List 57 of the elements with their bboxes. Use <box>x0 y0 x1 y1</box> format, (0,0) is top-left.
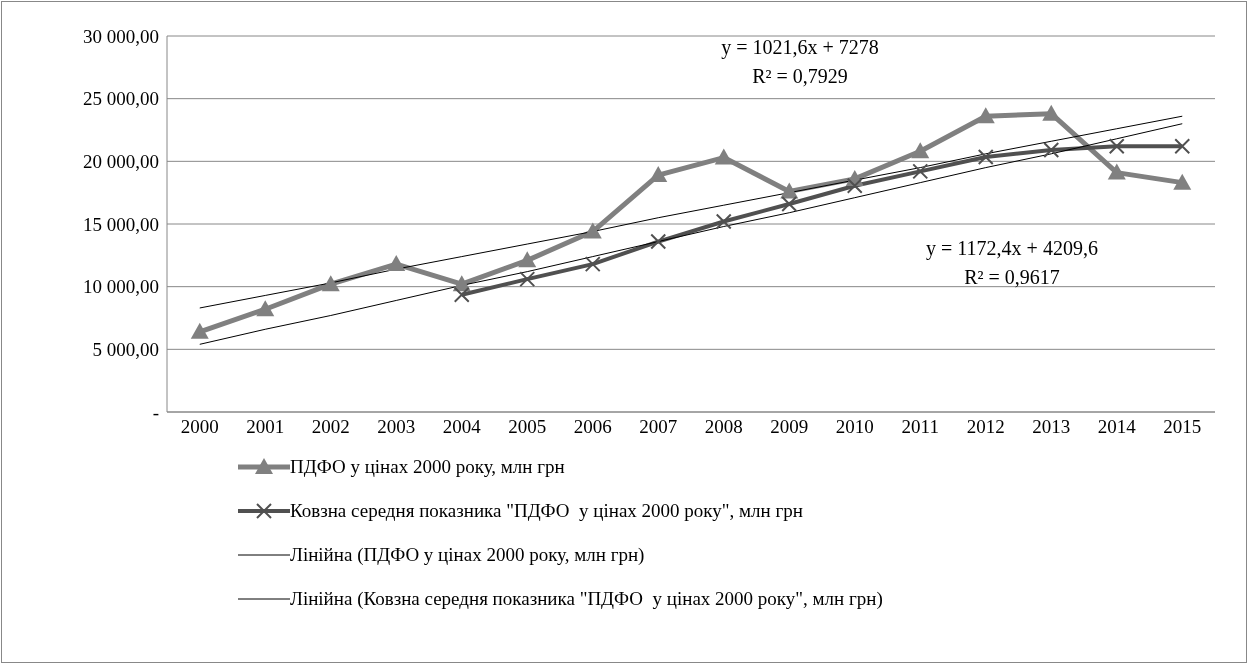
point <box>911 142 930 159</box>
y-tick-label: 5 000,00 <box>92 339 159 361</box>
point <box>256 300 275 317</box>
x-tick-label: 2000 <box>180 416 219 438</box>
point <box>387 255 406 272</box>
point <box>780 182 799 199</box>
point <box>977 148 994 165</box>
annotation: y = 1021,6x + 7278 <box>721 36 879 59</box>
point <box>714 148 733 165</box>
point <box>1174 138 1191 155</box>
x-tick-label: 2006 <box>573 416 612 438</box>
x-tick-label: 2013 <box>1032 416 1071 438</box>
point <box>190 322 209 339</box>
x-tick-label: 2001 <box>246 416 285 438</box>
point <box>649 166 668 183</box>
point <box>976 107 995 124</box>
point <box>583 222 602 239</box>
point <box>846 177 863 194</box>
point <box>519 271 536 288</box>
point <box>518 251 537 268</box>
x-tick-label: 2008 <box>704 416 743 438</box>
line-series <box>199 115 1183 309</box>
point <box>1173 173 1192 190</box>
point <box>1108 138 1125 155</box>
x-tick-label: 2010 <box>835 416 874 438</box>
point <box>781 195 798 212</box>
point <box>1107 163 1126 180</box>
x-tick-label: 2004 <box>442 416 482 438</box>
point <box>1043 142 1060 159</box>
x-tick-label: 2009 <box>770 416 809 438</box>
x-tick-label: 2015 <box>1163 416 1202 438</box>
point <box>650 233 667 250</box>
y-tick-label: 30 000,00 <box>83 25 159 47</box>
annotation: R² = 0,7929 <box>752 65 848 88</box>
legend-label: Ковзна середня показника "ПДФО у цінах 2000 року", млн грн <box>290 500 803 522</box>
y-tick-label: 10 000,00 <box>83 276 159 298</box>
y-tick-label: 15 000,00 <box>83 213 159 235</box>
point <box>453 286 470 303</box>
y-tick-label: 25 000,00 <box>83 88 159 110</box>
x-tick-label: 2012 <box>966 416 1005 438</box>
y-tick-label: - <box>152 401 159 423</box>
annotation: y = 1172,4x + 4209,6 <box>926 237 1098 260</box>
y-tick-label: 20 000,00 <box>83 151 159 173</box>
x-tick-label: 2007 <box>639 416 678 438</box>
x-tick-label: 2014 <box>1097 416 1137 438</box>
x-tick-label: 2011 <box>901 416 939 438</box>
legend-label: ПДФО у цінах 2000 року, млн грн <box>290 456 565 478</box>
point <box>912 163 929 180</box>
x-tick-label: 2005 <box>508 416 547 438</box>
legend-label: Лінійна (ПДФО у цінах 2000 року, млн грн) <box>290 544 645 566</box>
x-tick-label: 2002 <box>311 416 350 438</box>
x-tick-label: 2003 <box>377 416 416 438</box>
point <box>715 213 732 230</box>
annotation: R² = 0,9617 <box>964 266 1060 289</box>
point <box>584 256 601 273</box>
point <box>321 275 340 292</box>
legend-label: Лінійна (Ковзна середня показника "ПДФО у цінах 2000 року", млн грн) <box>290 588 883 610</box>
